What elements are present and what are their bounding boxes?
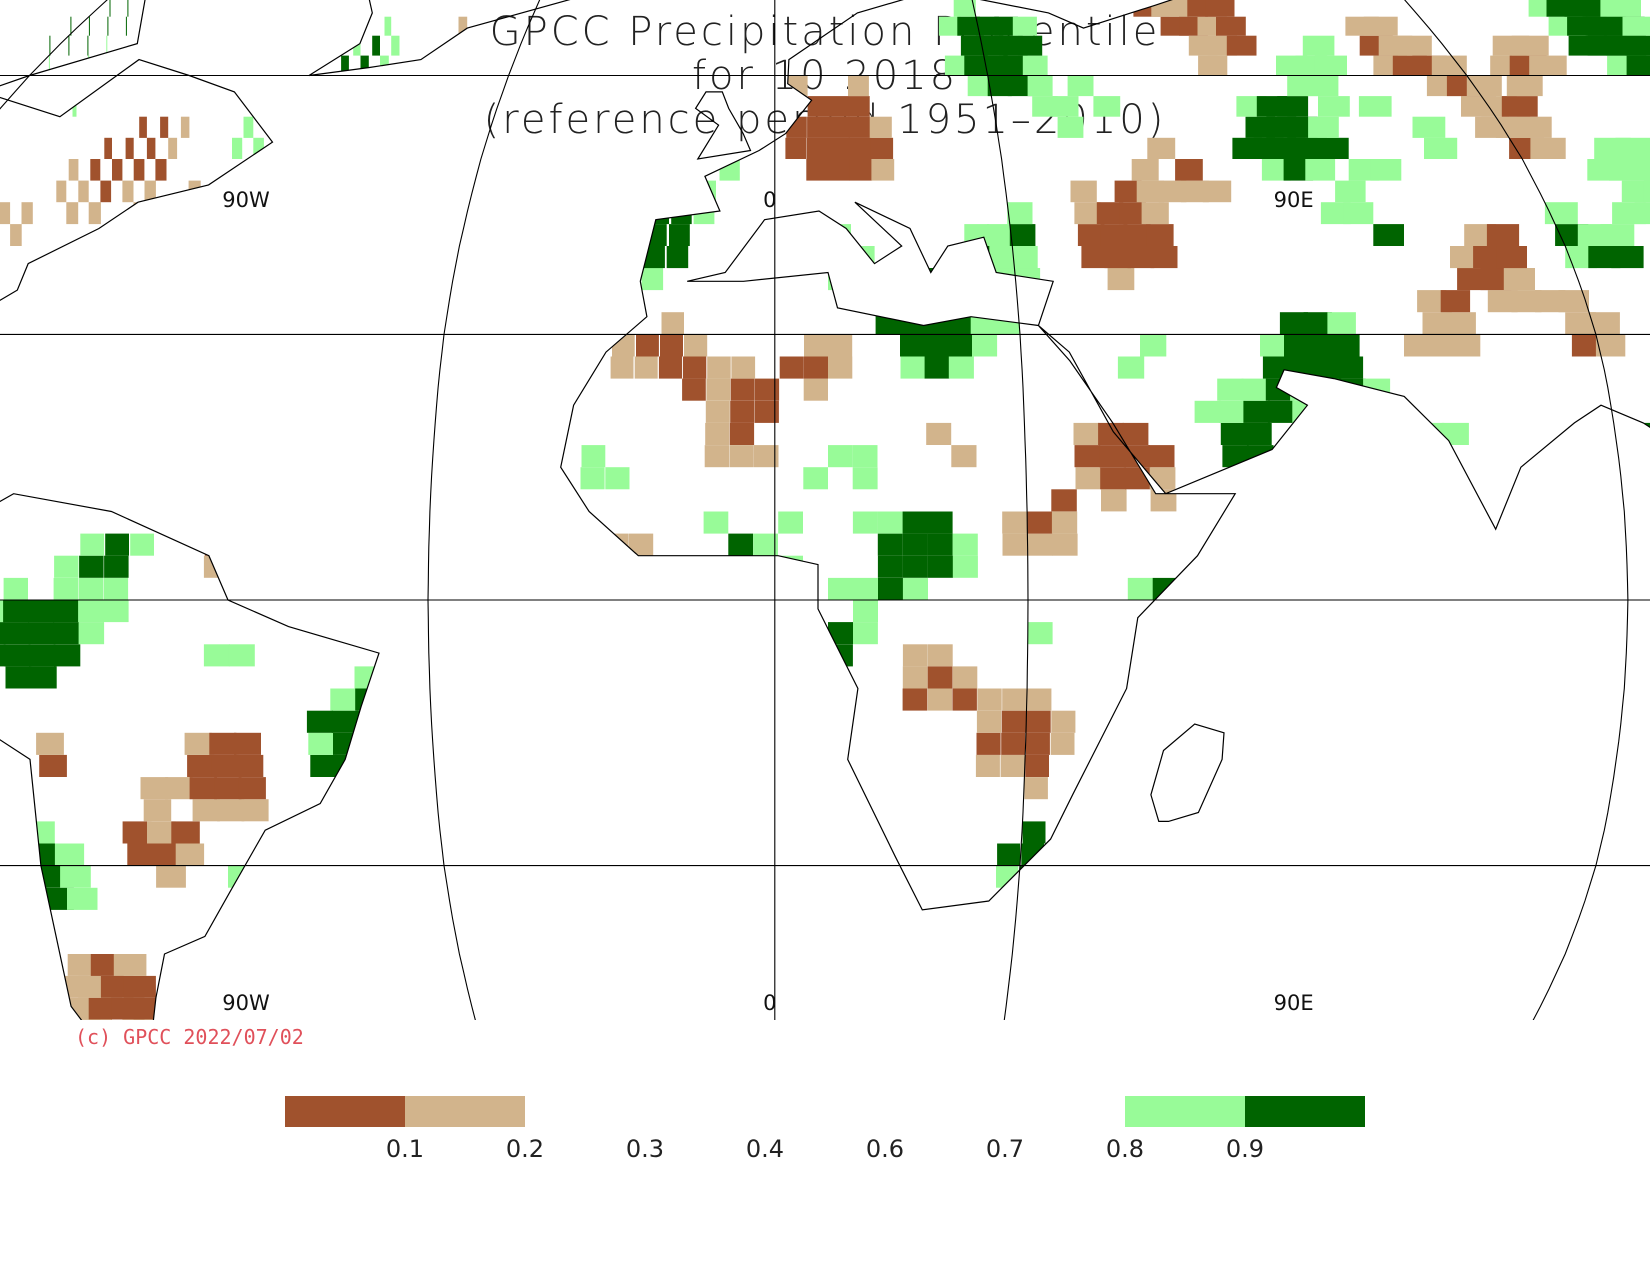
- bottom-longitude-label: 0: [763, 991, 776, 1015]
- legend-swatch-dry: [405, 1096, 525, 1127]
- bottom-longitude-label: 90W: [222, 991, 270, 1015]
- legend-tick: 0.3: [625, 1135, 665, 1163]
- copyright-note: (c) GPCC 2022/07/02: [75, 1025, 304, 1049]
- coast-british-isles: [694, 91, 752, 160]
- coast-eurasia-africa: [560, 0, 1650, 911]
- legend-tick: 0.7: [985, 1135, 1025, 1163]
- legend-swatch-very-wet: [1245, 1096, 1365, 1127]
- world-map: 18090W090E18018090W090E18060N60N30N30NEQ…: [0, 0, 1650, 1020]
- graticule-labels: 18090W090E18018090W090E18060N60N30N30NEQ…: [222, 188, 1314, 1015]
- precipitation-field: [0, 0, 1650, 1020]
- meridian: [427, 0, 541, 1020]
- bottom-longitude-label: 90E: [1274, 991, 1314, 1015]
- legend-swatch-very-dry: [285, 1096, 405, 1127]
- coast-south-america: [0, 493, 380, 1020]
- percentile-cells: [0, 0, 1650, 1020]
- legend-tick: 0.2: [505, 1135, 545, 1163]
- legend-swatch-wet: [1125, 1096, 1245, 1127]
- legend-tick: 0.4: [745, 1135, 785, 1163]
- top-longitude-label: 0: [763, 188, 776, 212]
- legend-tick: 0.9: [1225, 1135, 1265, 1163]
- graticule: [0, 0, 1650, 1020]
- top-longitude-label: 90E: [1274, 188, 1314, 212]
- coast-greenland: [308, 0, 571, 77]
- coast-madagascar: [1150, 723, 1225, 822]
- top-longitude-label: 90W: [222, 188, 270, 212]
- title-line-1: GPCC Precipitation Percentile: [489, 9, 1161, 55]
- legend-tick: 0.8: [1105, 1135, 1145, 1163]
- coast-north-america: [0, 0, 274, 302]
- coastlines: [0, 0, 1650, 1020]
- legend-tick: 0.6: [865, 1135, 905, 1163]
- legend-tick: 0.1: [385, 1135, 425, 1163]
